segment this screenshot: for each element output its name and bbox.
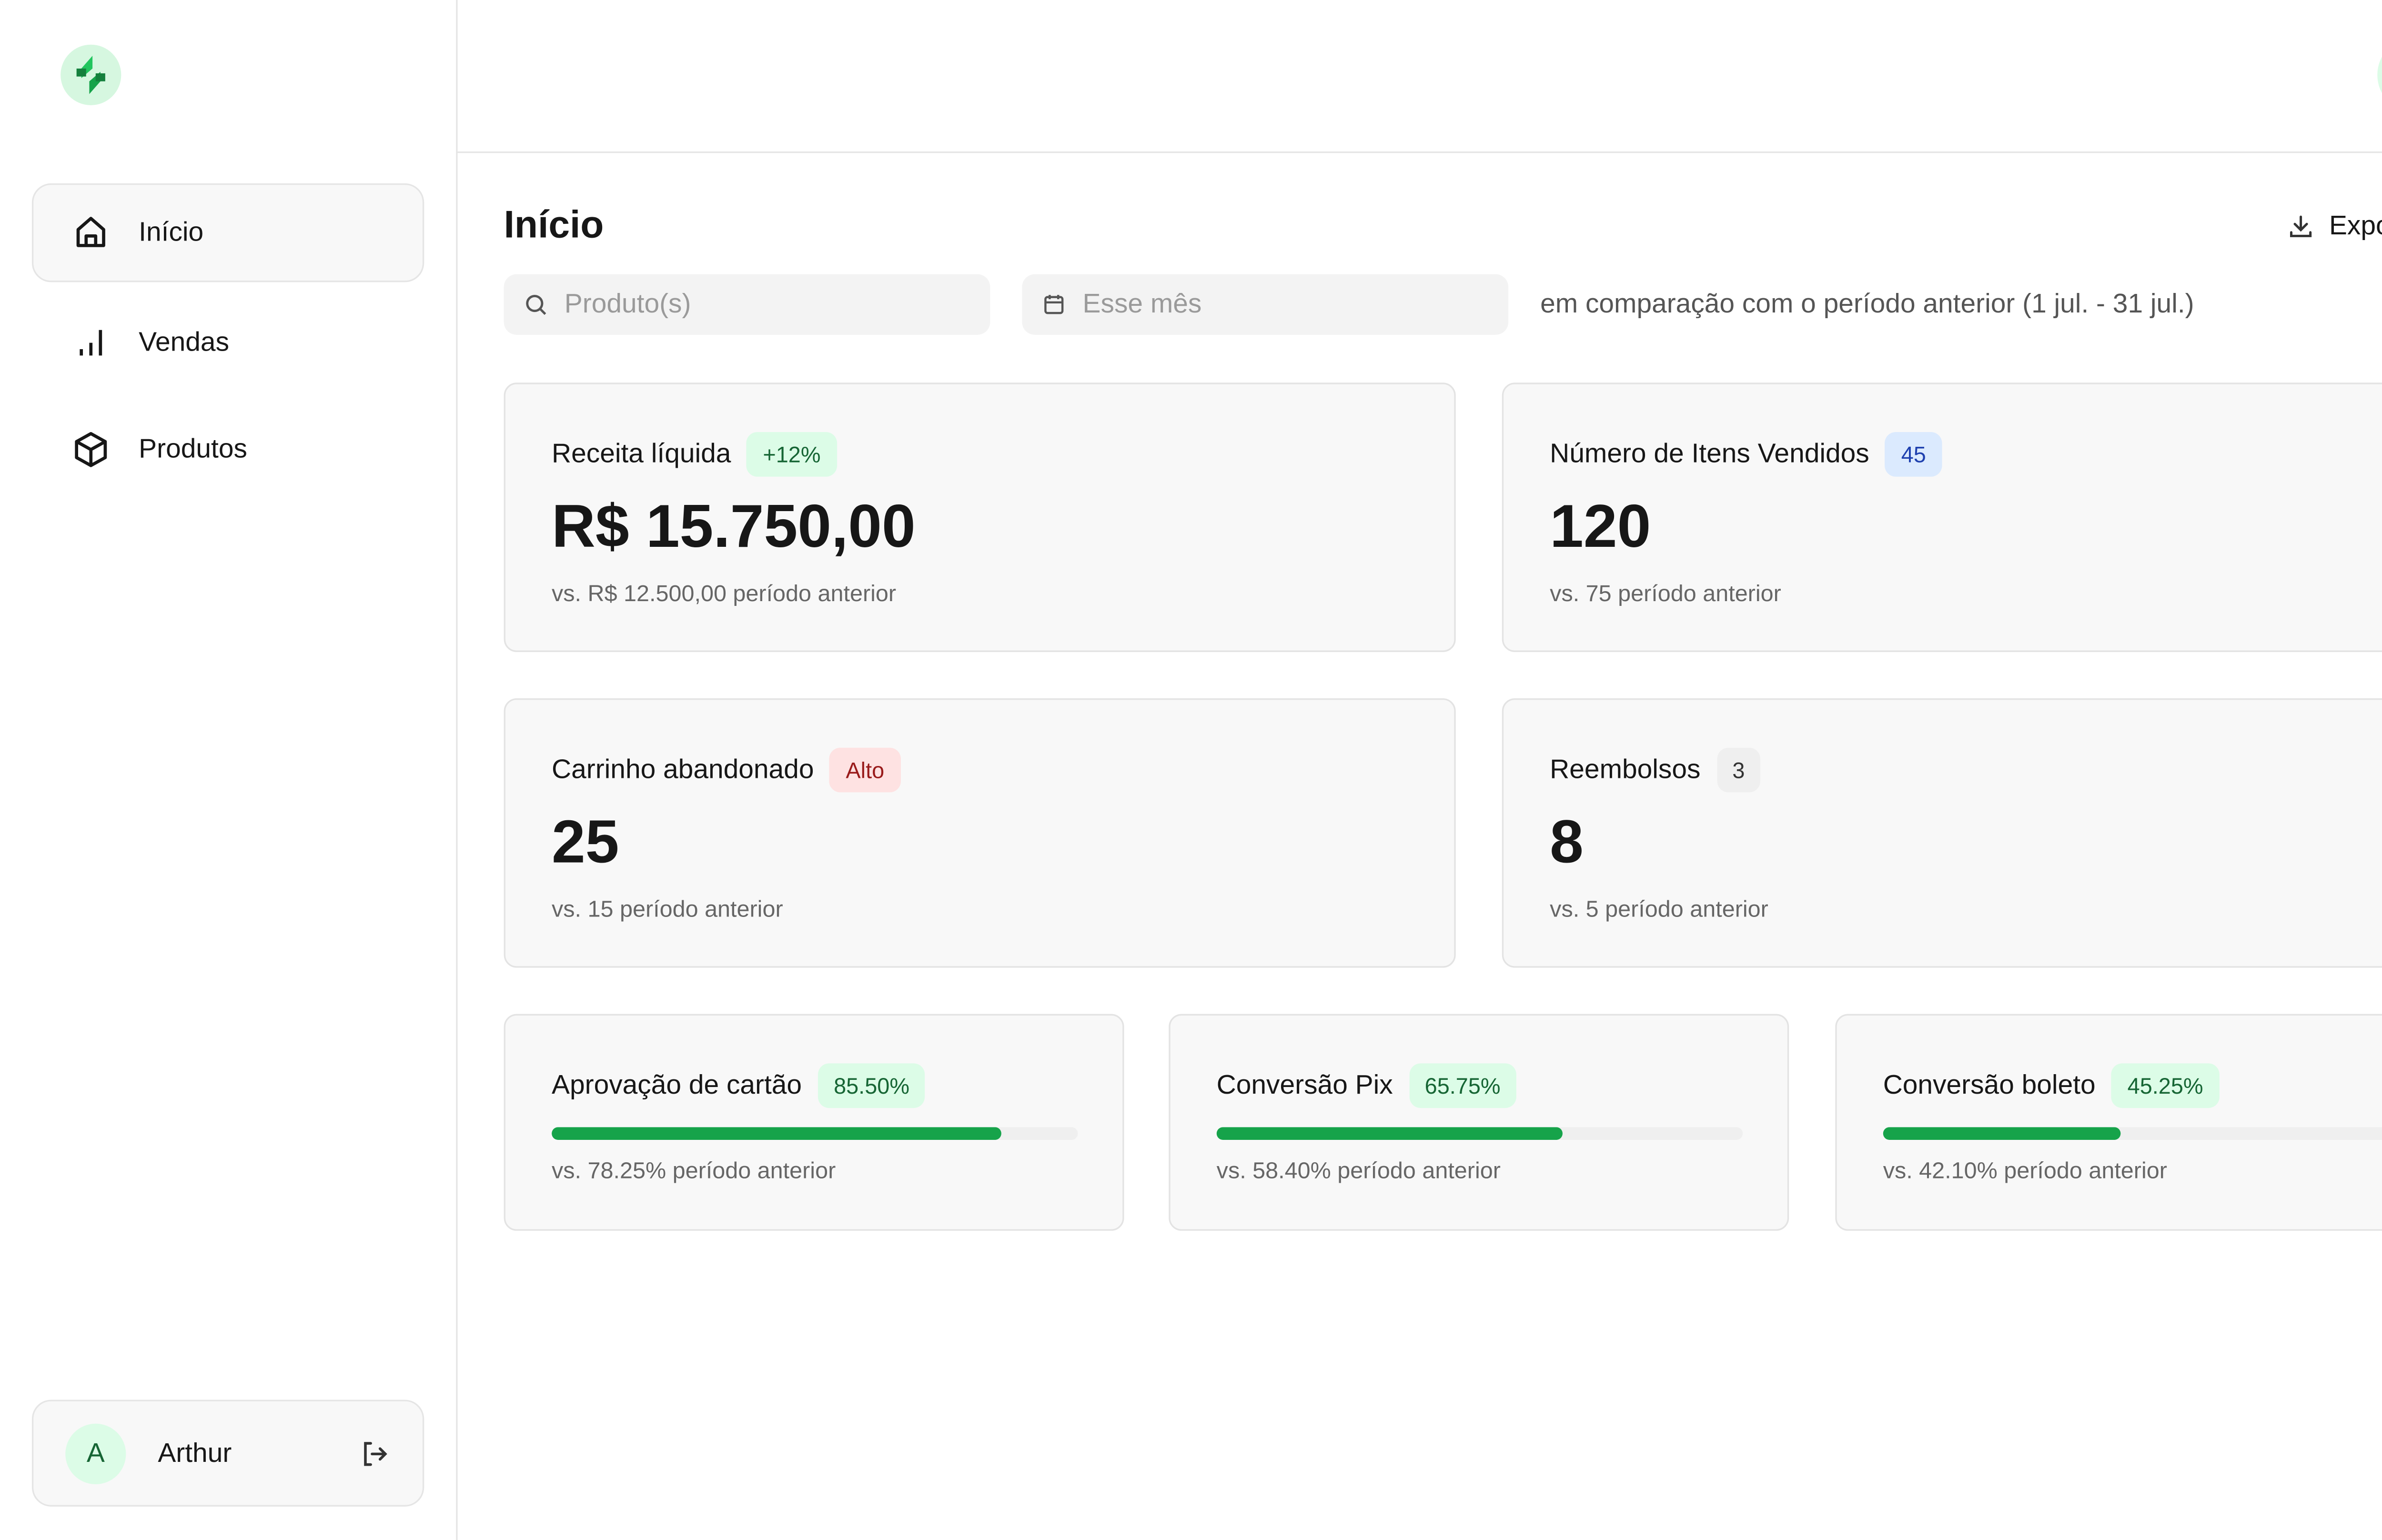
card-title: Conversão Pix xyxy=(1216,1069,1393,1100)
sidebar: Início Vendas Produtos A Arthur xyxy=(0,0,458,1540)
avatar[interactable]: A xyxy=(2377,36,2382,113)
card-value: 8 xyxy=(1550,810,1584,877)
card-title: Receita líquida xyxy=(552,438,731,469)
card-title: Carrinho abandonado xyxy=(552,754,814,785)
comparison-text: em comparação com o período anterior (1 … xyxy=(1540,288,2194,319)
search-icon xyxy=(526,294,546,315)
progress-fill xyxy=(1883,1127,2121,1140)
download-icon xyxy=(2290,215,2311,237)
metric-card-receita: Receita líquida +12% R$ 15.750,00 vs. R$ … xyxy=(504,382,1456,652)
rate-card-pix: Conversão Pix 65.75% vs. 58.40% período a… xyxy=(1169,1014,1789,1231)
metric-card-reembolsos: Reembolsos 3 8 vs. 5 período anterior xyxy=(1502,698,2382,968)
bar-chart-icon xyxy=(80,330,102,356)
card-comparison: vs. 5 período anterior xyxy=(1550,897,1768,923)
progress-bar xyxy=(1216,1127,1743,1140)
export-label: Exportar xyxy=(2329,210,2382,241)
card-value: 25 xyxy=(552,810,619,877)
sidebar-item-label: Início xyxy=(139,217,204,247)
card-comparison: vs. R$ 12.500,00 período anterior xyxy=(552,582,897,608)
box-icon xyxy=(75,432,107,467)
lightning-logo-icon xyxy=(76,56,105,94)
metric-card-carrinho: Carrinho abandonado Alto 25 vs. 15 períod… xyxy=(504,698,1456,968)
calendar-icon xyxy=(1044,295,1064,314)
card-value: 120 xyxy=(1550,494,1651,562)
status-badge: 65.75% xyxy=(1409,1063,1517,1108)
sidebar-item-label: Vendas xyxy=(139,327,230,357)
card-title: Aprovação de cartão xyxy=(552,1069,802,1100)
status-badge: 45.25% xyxy=(2111,1063,2220,1108)
rate-card-boleto: Conversão boleto 45.25% vs. 42.10% períod… xyxy=(1835,1014,2382,1231)
card-comparison: vs. 75 período anterior xyxy=(1550,582,1781,608)
card-value: R$ 15.750,00 xyxy=(552,494,916,562)
card-title: Número de Itens Vendidos xyxy=(1550,438,1869,469)
export-button[interactable]: Exportar xyxy=(2286,211,2382,242)
status-badge: 45 xyxy=(1885,432,1942,477)
sidebar-item-label: Produtos xyxy=(139,433,247,464)
progress-bar xyxy=(1883,1127,2382,1140)
logout-icon[interactable] xyxy=(359,1437,391,1469)
card-title: Reembolsos xyxy=(1550,754,1701,785)
status-badge: 85.50% xyxy=(818,1063,926,1108)
product-search-input[interactable]: Produto(s) xyxy=(504,274,990,335)
home-icon xyxy=(76,217,105,247)
date-range-picker[interactable]: Esse mês xyxy=(1022,274,1509,335)
card-title: Conversão boleto xyxy=(1883,1069,2096,1100)
status-badge: Alto xyxy=(829,747,900,793)
date-placeholder: Esse mês xyxy=(1082,288,1202,319)
card-comparison: vs. 42.10% período anterior xyxy=(1883,1159,2167,1185)
card-comparison: vs. 15 período anterior xyxy=(552,897,783,923)
page-title: Início xyxy=(504,204,604,247)
sidebar-item-produtos[interactable]: Produtos xyxy=(32,400,424,499)
status-badge: 3 xyxy=(1716,747,1761,793)
sidebar-item-vendas[interactable]: Vendas xyxy=(32,293,424,393)
sidebar-item-inicio[interactable]: Início xyxy=(31,183,424,282)
avatar[interactable]: A xyxy=(65,1423,126,1484)
metric-card-itens: Número de Itens Vendidos 45 120 vs. 75 pe… xyxy=(1502,382,2382,652)
card-comparison: vs. 58.40% período anterior xyxy=(1216,1159,1501,1185)
progress-fill xyxy=(552,1127,1002,1140)
user-name: Arthur xyxy=(158,1437,232,1468)
user-box: A Arthur xyxy=(31,1399,424,1507)
logo[interactable] xyxy=(61,44,121,105)
status-badge: +12% xyxy=(747,432,837,477)
progress-bar xyxy=(552,1127,1078,1140)
rate-card-cartao: Aprovação de cartão 85.50% vs. 78.25% per… xyxy=(504,1014,1124,1231)
progress-fill xyxy=(1216,1127,1563,1140)
card-comparison: vs. 78.25% período anterior xyxy=(552,1159,836,1185)
topbar: A xyxy=(457,0,2382,153)
product-placeholder: Produto(s) xyxy=(564,288,691,319)
